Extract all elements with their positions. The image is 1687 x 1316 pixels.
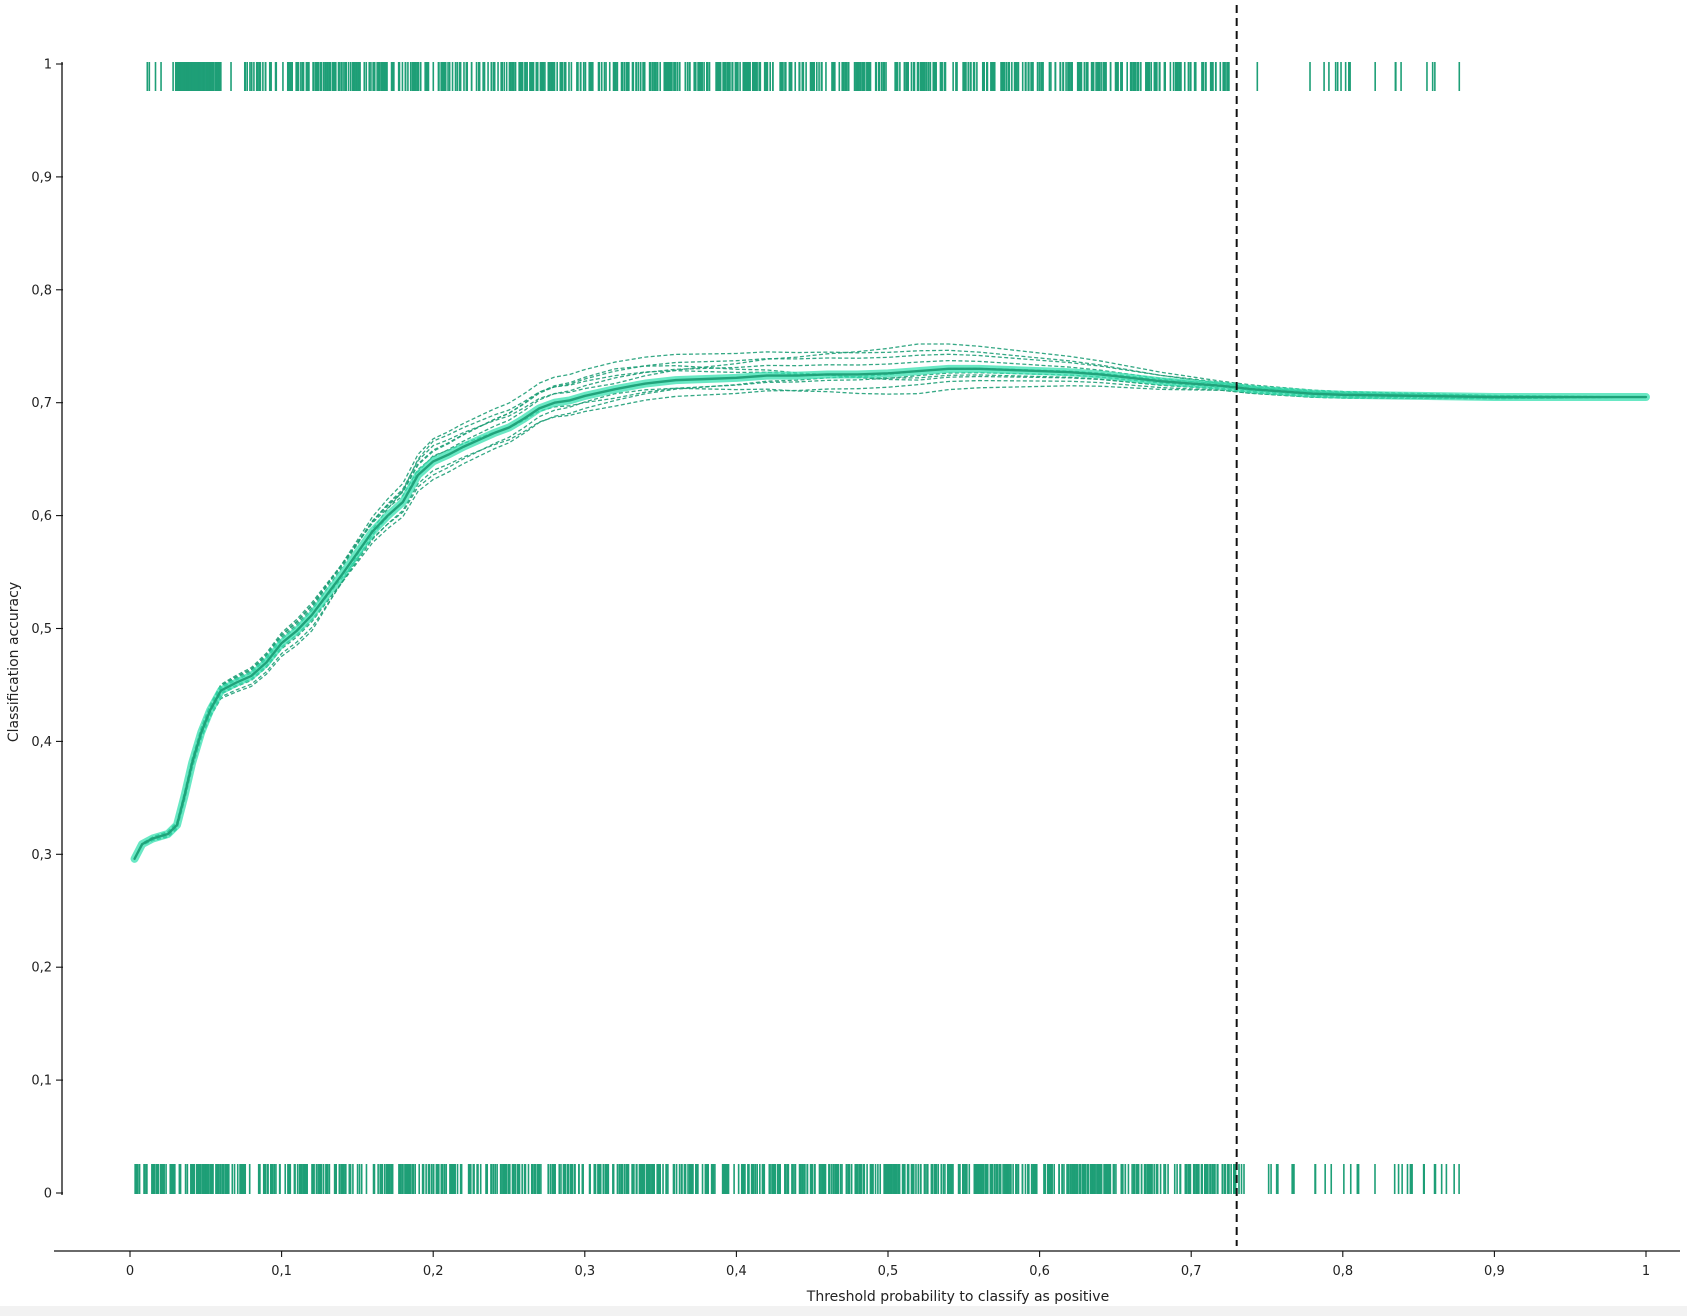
- x-tick-label: 0,7: [1181, 1264, 1202, 1279]
- page-footer-band: [0, 1306, 1687, 1316]
- replicate-line-3: [133, 379, 1647, 860]
- y-tick-label: 0,9: [31, 170, 52, 185]
- y-tick-label: 0,4: [31, 735, 52, 750]
- x-tick-label: 0,1: [271, 1264, 292, 1279]
- replicate-line-5: [133, 385, 1647, 860]
- y-tick-label: 0,7: [31, 396, 52, 411]
- replicate-line-8: [133, 343, 1647, 859]
- replicate-line-6: [133, 359, 1647, 859]
- replicate-lines-layer: [133, 343, 1647, 860]
- y-tick-label: 0,3: [31, 848, 52, 863]
- x-tick-label: 0,4: [726, 1264, 747, 1279]
- y-tick-label: 0,5: [31, 622, 52, 637]
- x-tick-label: 1: [1642, 1264, 1650, 1279]
- x-tick-label: 0,2: [423, 1264, 444, 1279]
- mean-accuracy-line: [133, 367, 1648, 861]
- mean-accuracy-band: [130, 364, 1650, 863]
- x-tick-label: 0,6: [1029, 1264, 1050, 1279]
- replicate-line-10: [133, 365, 1647, 859]
- x-tick-label: 0: [126, 1264, 134, 1279]
- mean-line-layer: [130, 364, 1650, 863]
- replicate-line-4: [133, 349, 1647, 859]
- x-tick-label: 0,9: [1484, 1264, 1505, 1279]
- x-tick-label: 0,8: [1332, 1264, 1353, 1279]
- x-tick-label: 0,3: [574, 1264, 595, 1279]
- x-tick-label: 0,5: [878, 1264, 899, 1279]
- y-tick-label: 0: [44, 1187, 52, 1202]
- y-tick-label: 0,6: [31, 509, 52, 524]
- replicate-line-2: [133, 353, 1647, 859]
- replicate-line-9: [133, 367, 1647, 860]
- y-tick-label: 0,2: [31, 961, 52, 976]
- replicate-line-7: [133, 372, 1647, 860]
- y-tick-label: 0,1: [31, 1074, 52, 1089]
- y-tick-label: 1: [44, 58, 52, 73]
- x-axis-title: Threshold probability to classify as pos…: [806, 1289, 1109, 1305]
- top-rug-layer: [146, 62, 1461, 91]
- y-axis-title: Classification accuracy: [6, 582, 22, 742]
- axes-layer: 0 0,1 0,2 0,3 0,4 0,5 0,6 0,7 0,8 0,9 1 0 0,1 0,2 0,3 0…: [0, 58, 1687, 1316]
- replicate-line-1: [133, 369, 1647, 860]
- y-tick-label: 0,8: [31, 283, 52, 298]
- bottom-rug-layer: [134, 1164, 1460, 1194]
